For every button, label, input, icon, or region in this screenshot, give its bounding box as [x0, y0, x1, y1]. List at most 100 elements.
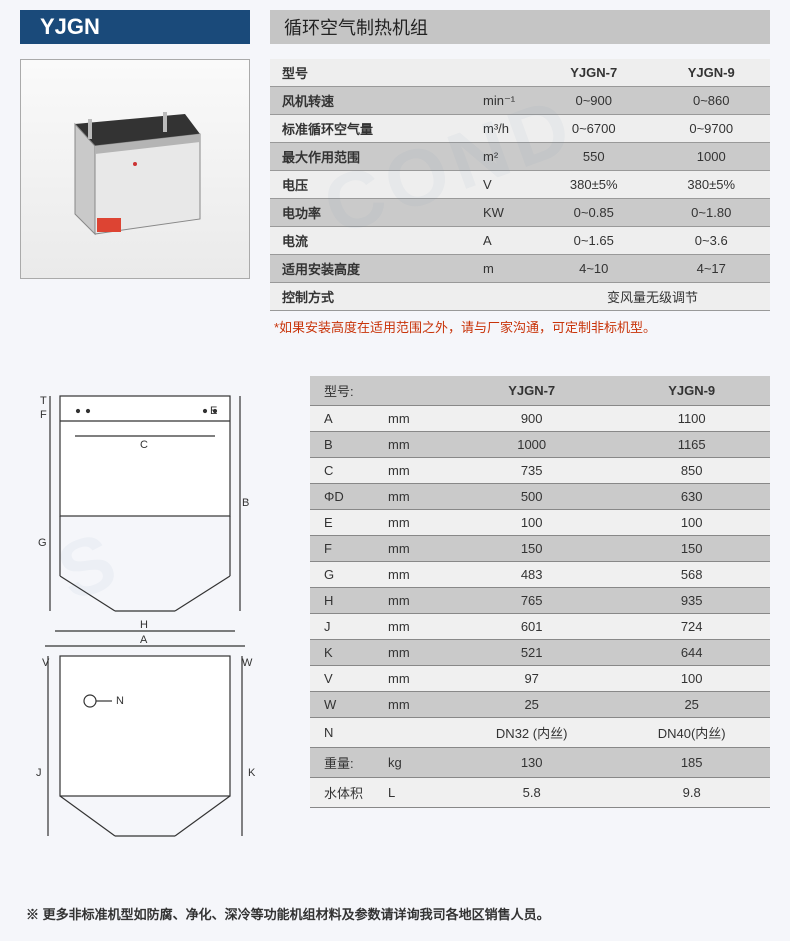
dim-header-col2: YJGN-9	[613, 376, 770, 406]
spec-v1: 380±5%	[535, 171, 652, 199]
dim-label: B	[310, 432, 380, 458]
dim-unit	[380, 718, 450, 748]
dim-v2: 185	[613, 748, 770, 778]
dim-v1: 5.8	[450, 778, 613, 808]
spec-label: 电流	[270, 227, 475, 255]
dim-label: H	[310, 588, 380, 614]
svg-text:N: N	[116, 695, 124, 707]
dim-v1: 601	[450, 614, 613, 640]
dim-v1: 1000	[450, 432, 613, 458]
dim-v2: 25	[613, 692, 770, 718]
dim-label: G	[310, 562, 380, 588]
dim-row: Fmm150150	[310, 536, 770, 562]
dim-v2: 1100	[613, 406, 770, 432]
dim-row: ΦDmm500630	[310, 484, 770, 510]
dim-label: J	[310, 614, 380, 640]
svg-text:V: V	[42, 657, 50, 669]
model-code-box: YJGN	[20, 10, 250, 44]
dim-table: 型号: YJGN-7 YJGN-9 Amm9001100Bmm10001165C…	[310, 376, 770, 808]
dim-unit: mm	[380, 510, 450, 536]
spec-header-label: 型号	[270, 59, 535, 87]
dim-unit: mm	[380, 536, 450, 562]
dim-unit: mm	[380, 588, 450, 614]
dim-v1: 150	[450, 536, 613, 562]
dim-unit: mm	[380, 692, 450, 718]
dim-unit: L	[380, 778, 450, 808]
dim-label: N	[310, 718, 380, 748]
spec-v2: 0~3.6	[652, 227, 770, 255]
dim-v1: 130	[450, 748, 613, 778]
dim-row: Vmm97100	[310, 666, 770, 692]
dim-v2: 630	[613, 484, 770, 510]
dim-row: Hmm765935	[310, 588, 770, 614]
svg-text:B: B	[242, 497, 249, 509]
dim-label: 水体积	[310, 778, 380, 808]
spec-v2: 1000	[652, 143, 770, 171]
svg-text:C: C	[140, 439, 148, 451]
control-value: 变风量无级调节	[535, 283, 770, 311]
dim-v2: 1165	[613, 432, 770, 458]
dim-row: 重量:kg130185	[310, 748, 770, 778]
spec-header-col2: YJGN-9	[652, 59, 770, 87]
dim-label: W	[310, 692, 380, 718]
spec-v1: 4~10	[535, 255, 652, 283]
product-photo	[20, 59, 250, 279]
dim-v1: DN32 (内丝)	[450, 718, 613, 748]
spec-v2: 0~1.80	[652, 199, 770, 227]
spec-row: 标准循环空气量m³/h0~67000~9700	[270, 115, 770, 143]
dim-label: A	[310, 406, 380, 432]
dim-v2: 644	[613, 640, 770, 666]
svg-text:W: W	[242, 657, 253, 669]
spec-v2: 4~17	[652, 255, 770, 283]
dim-unit: mm	[380, 432, 450, 458]
spec-v2: 0~9700	[652, 115, 770, 143]
dim-v2: 935	[613, 588, 770, 614]
dim-v2: 100	[613, 666, 770, 692]
svg-text:F: F	[40, 409, 47, 421]
dim-row: Amm9001100	[310, 406, 770, 432]
dim-label: E	[310, 510, 380, 536]
spec-unit: m	[475, 255, 535, 283]
spec-unit: A	[475, 227, 535, 255]
dim-row: Cmm735850	[310, 458, 770, 484]
dim-v1: 735	[450, 458, 613, 484]
svg-text:H: H	[140, 619, 148, 631]
control-label: 控制方式	[270, 283, 535, 311]
spec-row: 风机转速min⁻¹0~9000~860	[270, 87, 770, 115]
product-photo-svg	[45, 84, 225, 254]
dim-v1: 500	[450, 484, 613, 510]
dim-row: Kmm521644	[310, 640, 770, 666]
spec-note: *如果安装高度在适用范围之外，请与厂家沟通，可定制非标机型。	[270, 317, 770, 336]
spec-label: 风机转速	[270, 87, 475, 115]
spec-v1: 0~6700	[535, 115, 652, 143]
dimension-diagram: T F E C B G H A	[20, 376, 270, 866]
spec-v2: 0~860	[652, 87, 770, 115]
dim-v2: 150	[613, 536, 770, 562]
spec-row: 电流A0~1.650~3.6	[270, 227, 770, 255]
spec-row: 电功率KW0~0.850~1.80	[270, 199, 770, 227]
dim-v1: 483	[450, 562, 613, 588]
dim-label: C	[310, 458, 380, 484]
dim-label: V	[310, 666, 380, 692]
dim-row: N DN32 (内丝)DN40(内丝)	[310, 718, 770, 748]
dim-v2: DN40(内丝)	[613, 718, 770, 748]
spec-row: 最大作用范围m²5501000	[270, 143, 770, 171]
dim-v2: 100	[613, 510, 770, 536]
dim-v1: 900	[450, 406, 613, 432]
dim-v1: 521	[450, 640, 613, 666]
svg-text:T: T	[40, 395, 47, 407]
dim-table-wrap: 型号: YJGN-7 YJGN-9 Amm9001100Bmm10001165C…	[310, 376, 770, 869]
dim-v2: 568	[613, 562, 770, 588]
spec-header-col1: YJGN-7	[535, 59, 652, 87]
dim-label: ΦD	[310, 484, 380, 510]
dim-unit: mm	[380, 562, 450, 588]
dim-unit: mm	[380, 640, 450, 666]
spec-v1: 0~0.85	[535, 199, 652, 227]
spec-unit: m³/h	[475, 115, 535, 143]
spec-label: 标准循环空气量	[270, 115, 475, 143]
svg-text:A: A	[140, 634, 148, 646]
spec-table: 型号 YJGN-7 YJGN-9 风机转速min⁻¹0~9000~860标准循环…	[270, 59, 770, 311]
spec-label: 电压	[270, 171, 475, 199]
spec-v1: 0~900	[535, 87, 652, 115]
bottom-section: T F E C B G H A	[20, 376, 770, 869]
